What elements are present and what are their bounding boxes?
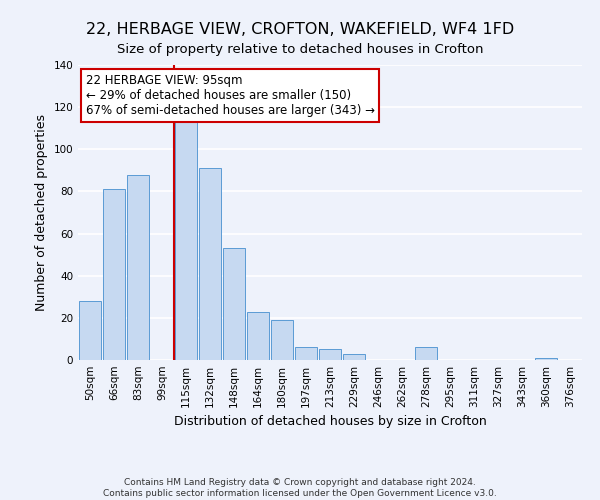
Text: 22 HERBAGE VIEW: 95sqm
← 29% of detached houses are smaller (150)
67% of semi-de: 22 HERBAGE VIEW: 95sqm ← 29% of detached… [86,74,374,117]
Bar [223,248,245,360]
Bar [79,301,101,360]
Bar [127,174,149,360]
Bar [415,348,437,360]
Bar [103,190,125,360]
Bar [247,312,269,360]
Y-axis label: Number of detached properties: Number of detached properties [35,114,48,311]
Bar [535,358,557,360]
Bar [343,354,365,360]
Bar [199,168,221,360]
Bar [319,350,341,360]
X-axis label: Distribution of detached houses by size in Crofton: Distribution of detached houses by size … [173,416,487,428]
Bar [295,348,317,360]
Bar [175,122,197,360]
Text: Size of property relative to detached houses in Crofton: Size of property relative to detached ho… [117,42,483,56]
Text: 22, HERBAGE VIEW, CROFTON, WAKEFIELD, WF4 1FD: 22, HERBAGE VIEW, CROFTON, WAKEFIELD, WF… [86,22,514,38]
Text: Contains HM Land Registry data © Crown copyright and database right 2024.
Contai: Contains HM Land Registry data © Crown c… [103,478,497,498]
Bar [271,320,293,360]
